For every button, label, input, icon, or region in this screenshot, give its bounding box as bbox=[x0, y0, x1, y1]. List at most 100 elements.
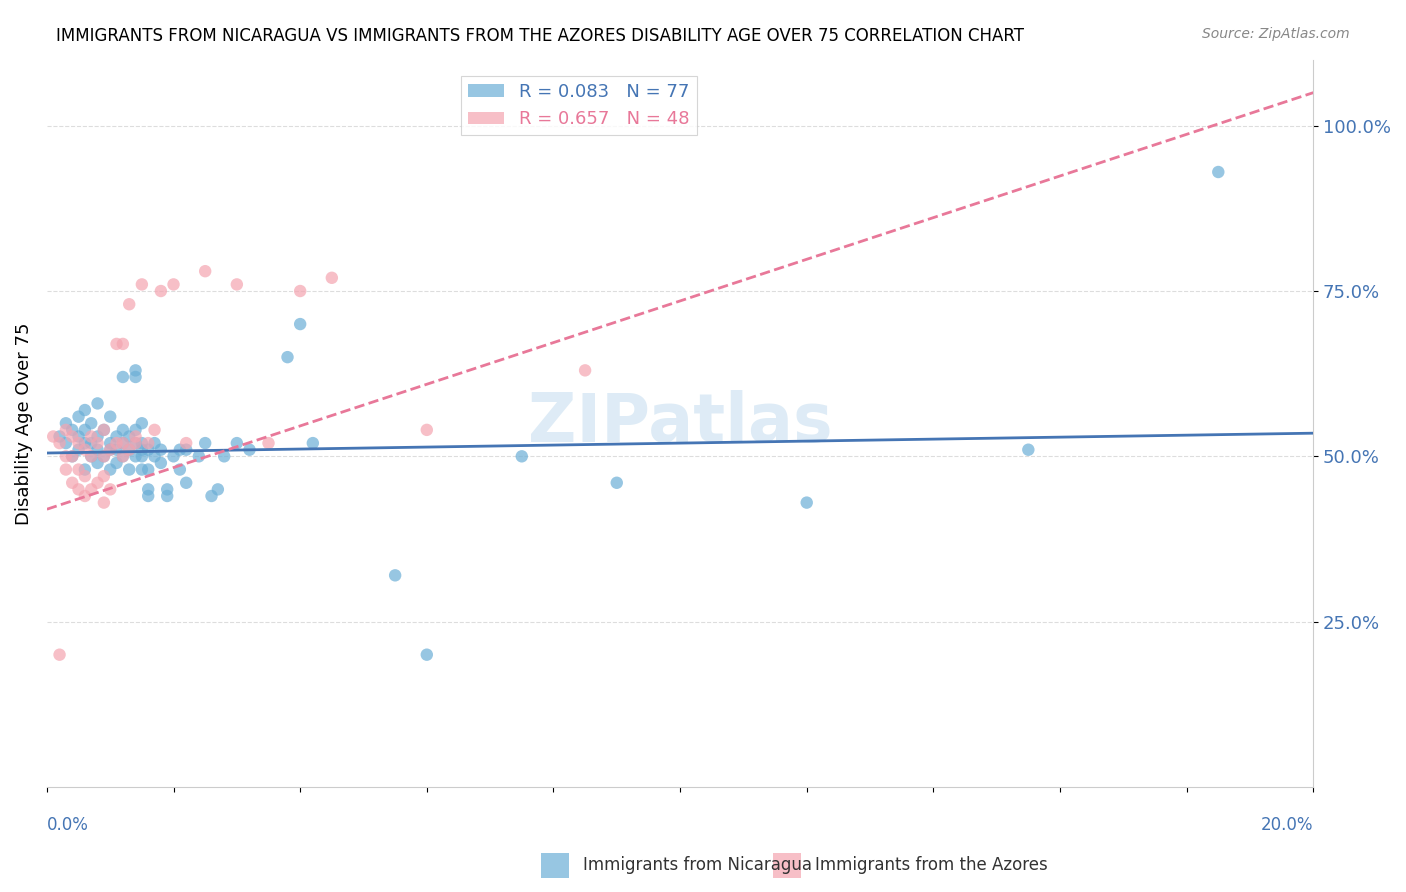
Point bbox=[42, 429, 65, 443]
Point bbox=[124, 363, 146, 377]
Point bbox=[67, 436, 90, 450]
Point bbox=[416, 648, 439, 662]
Point bbox=[80, 483, 103, 497]
Point bbox=[162, 450, 184, 464]
Point bbox=[606, 475, 628, 490]
Point bbox=[238, 442, 260, 457]
Point bbox=[118, 429, 141, 443]
Point bbox=[200, 489, 222, 503]
Point bbox=[118, 442, 141, 457]
Point bbox=[86, 436, 108, 450]
Point bbox=[67, 483, 90, 497]
Point bbox=[111, 436, 134, 450]
Point bbox=[149, 442, 172, 457]
Point bbox=[118, 442, 141, 457]
Point bbox=[80, 429, 103, 443]
Point bbox=[143, 450, 166, 464]
Point bbox=[55, 423, 77, 437]
Point bbox=[60, 450, 83, 464]
Point bbox=[93, 450, 115, 464]
Point bbox=[124, 429, 146, 443]
Point bbox=[187, 450, 209, 464]
Point bbox=[149, 284, 172, 298]
Point bbox=[55, 462, 77, 476]
Point bbox=[67, 442, 90, 457]
Point bbox=[194, 436, 217, 450]
Point bbox=[55, 450, 77, 464]
Point bbox=[105, 436, 128, 450]
Point bbox=[98, 409, 121, 424]
Point bbox=[86, 456, 108, 470]
Point bbox=[212, 450, 235, 464]
Point bbox=[80, 450, 103, 464]
Point bbox=[98, 436, 121, 450]
Bar bbox=[541, 853, 569, 878]
Point bbox=[143, 436, 166, 450]
Point bbox=[48, 436, 70, 450]
Point bbox=[124, 436, 146, 450]
Point bbox=[111, 450, 134, 464]
Point bbox=[118, 297, 141, 311]
Point bbox=[124, 450, 146, 464]
Point bbox=[98, 462, 121, 476]
Bar bbox=[773, 853, 801, 878]
Point bbox=[156, 483, 179, 497]
Text: 20.0%: 20.0% bbox=[1261, 816, 1313, 834]
Point bbox=[225, 436, 247, 450]
Point bbox=[174, 436, 197, 450]
Point bbox=[73, 442, 96, 457]
Text: ZIPatlas: ZIPatlas bbox=[527, 391, 832, 457]
Point bbox=[55, 436, 77, 450]
Point bbox=[73, 403, 96, 417]
Point bbox=[98, 442, 121, 457]
Point bbox=[1206, 165, 1229, 179]
Point bbox=[131, 462, 153, 476]
Y-axis label: Disability Age Over 75: Disability Age Over 75 bbox=[15, 322, 32, 524]
Text: Source: ZipAtlas.com: Source: ZipAtlas.com bbox=[1202, 27, 1350, 41]
Legend: R = 0.083   N = 77, R = 0.657   N = 48: R = 0.083 N = 77, R = 0.657 N = 48 bbox=[461, 76, 696, 136]
Point bbox=[288, 284, 311, 298]
Point bbox=[136, 442, 159, 457]
Point bbox=[60, 423, 83, 437]
Point bbox=[174, 442, 197, 457]
Point bbox=[131, 450, 153, 464]
Point bbox=[93, 469, 115, 483]
Point bbox=[174, 475, 197, 490]
Point bbox=[143, 423, 166, 437]
Point bbox=[131, 417, 153, 431]
Point bbox=[131, 442, 153, 457]
Point bbox=[574, 363, 596, 377]
Point bbox=[796, 495, 818, 509]
Point bbox=[301, 436, 323, 450]
Point bbox=[73, 423, 96, 437]
Point bbox=[257, 436, 280, 450]
Point bbox=[124, 423, 146, 437]
Point bbox=[55, 417, 77, 431]
Point bbox=[136, 462, 159, 476]
Point bbox=[105, 442, 128, 457]
Point bbox=[98, 442, 121, 457]
Point bbox=[156, 489, 179, 503]
Point bbox=[73, 436, 96, 450]
Point bbox=[93, 450, 115, 464]
Point bbox=[111, 370, 134, 384]
Point bbox=[73, 489, 96, 503]
Point bbox=[136, 483, 159, 497]
Point bbox=[416, 423, 439, 437]
Point bbox=[169, 442, 191, 457]
Point bbox=[60, 429, 83, 443]
Point bbox=[169, 462, 191, 476]
Point bbox=[67, 462, 90, 476]
Point bbox=[73, 462, 96, 476]
Text: Immigrants from Nicaragua: Immigrants from Nicaragua bbox=[583, 856, 813, 874]
Point bbox=[131, 436, 153, 450]
Point bbox=[111, 436, 134, 450]
Point bbox=[321, 270, 343, 285]
Point bbox=[111, 423, 134, 437]
Point bbox=[136, 436, 159, 450]
Point bbox=[80, 417, 103, 431]
Point bbox=[105, 337, 128, 351]
Point bbox=[80, 450, 103, 464]
Point bbox=[73, 469, 96, 483]
Point bbox=[105, 429, 128, 443]
